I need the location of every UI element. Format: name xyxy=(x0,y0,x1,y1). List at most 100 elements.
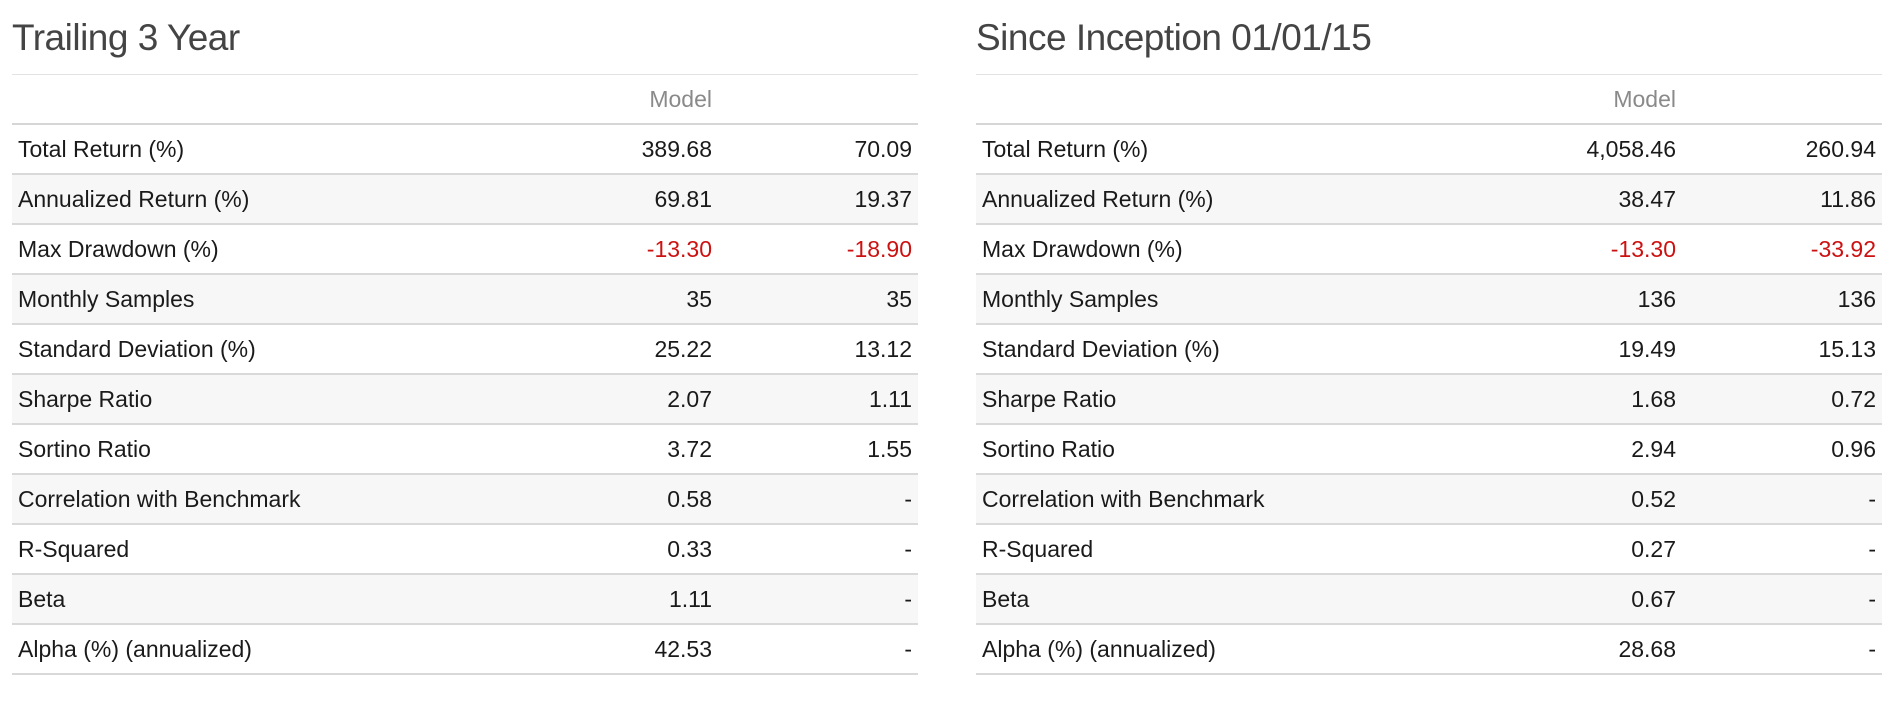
benchmark-value: 260.94 xyxy=(1682,124,1882,175)
panel-title: Trailing 3 Year xyxy=(12,0,918,75)
benchmark-value: - xyxy=(1682,624,1882,675)
table-row: Standard Deviation (%) 25.22 13.12 xyxy=(12,324,918,375)
table-row: Monthly Samples 35 35 xyxy=(12,274,918,325)
benchmark-value: - xyxy=(1682,474,1882,525)
benchmark-value: 136 xyxy=(1682,274,1882,325)
table-row: Sharpe Ratio 1.68 0.72 xyxy=(976,374,1882,425)
model-value: 19.49 xyxy=(1482,324,1682,375)
trailing-3-year-panel: Trailing 3 Year Model Total Return (%) 38… xyxy=(12,0,918,675)
table-row: Annualized Return (%) 38.47 11.86 xyxy=(976,174,1882,225)
benchmark-value: 35 xyxy=(718,274,918,325)
model-value: 2.94 xyxy=(1482,424,1682,475)
model-value: 0.27 xyxy=(1482,524,1682,575)
model-value: -13.30 xyxy=(1482,224,1682,275)
metric-label: Standard Deviation (%) xyxy=(976,324,1482,375)
header-benchmark-column xyxy=(718,75,918,125)
table-row: Max Drawdown (%) -13.30 -33.92 xyxy=(976,224,1882,275)
model-value: 0.67 xyxy=(1482,574,1682,625)
benchmark-value: 13.12 xyxy=(718,324,918,375)
table-row: Beta 0.67- xyxy=(976,574,1882,625)
benchmark-value: - xyxy=(718,624,918,675)
header-model-column: Model xyxy=(1482,75,1682,125)
model-value: 389.68 xyxy=(518,124,718,175)
table-row: Max Drawdown (%) -13.30 -18.90 xyxy=(12,224,918,275)
metric-label: Sortino Ratio xyxy=(976,424,1482,475)
metric-label: Total Return (%) xyxy=(976,124,1482,175)
since-inception-panel: Since Inception 01/01/15 Model Total Ret… xyxy=(976,0,1882,675)
table-row: Annualized Return (%) 69.81 19.37 xyxy=(12,174,918,225)
header-label-column xyxy=(12,75,518,125)
table-row: Standard Deviation (%) 19.49 15.13 xyxy=(976,324,1882,375)
table-row: Total Return (%) 4,058.46 260.94 xyxy=(976,124,1882,175)
metric-label: Alpha (%) (annualized) xyxy=(976,624,1482,675)
header-model-column: Model xyxy=(518,75,718,125)
benchmark-value: - xyxy=(1682,574,1882,625)
metric-label: Alpha (%) (annualized) xyxy=(12,624,518,675)
model-value: 4,058.46 xyxy=(1482,124,1682,175)
metric-label: Annualized Return (%) xyxy=(976,174,1482,225)
model-value: 136 xyxy=(1482,274,1682,325)
benchmark-value: 19.37 xyxy=(718,174,918,225)
panel-title: Since Inception 01/01/15 xyxy=(976,0,1882,75)
metric-label: Beta xyxy=(12,574,518,625)
table-row: Alpha (%) (annualized) 28.68- xyxy=(976,624,1882,675)
model-value: 38.47 xyxy=(1482,174,1682,225)
metric-label: Correlation with Benchmark xyxy=(976,474,1482,525)
model-value: 42.53 xyxy=(518,624,718,675)
model-value: 2.07 xyxy=(518,374,718,425)
stats-table: Model Total Return (%) 389.68 70.09 Annuali… xyxy=(12,75,918,675)
metric-label: R-Squared xyxy=(976,524,1482,575)
model-value: 0.52 xyxy=(1482,474,1682,525)
table-header-row: Model xyxy=(12,75,918,125)
model-value: 0.33 xyxy=(518,524,718,575)
header-label-column xyxy=(976,75,1482,125)
metric-label: Max Drawdown (%) xyxy=(976,224,1482,275)
metric-label: Sharpe Ratio xyxy=(976,374,1482,425)
benchmark-value: - xyxy=(718,474,918,525)
benchmark-value: 11.86 xyxy=(1682,174,1882,225)
model-value: 1.11 xyxy=(518,574,718,625)
benchmark-value: - xyxy=(718,524,918,575)
model-value: -13.30 xyxy=(518,224,718,275)
table-row: Correlation with Benchmark 0.58- xyxy=(12,474,918,525)
table-header-row: Model xyxy=(976,75,1882,125)
model-value: 25.22 xyxy=(518,324,718,375)
model-value: 3.72 xyxy=(518,424,718,475)
table-row: Monthly Samples 136 136 xyxy=(976,274,1882,325)
model-value: 1.68 xyxy=(1482,374,1682,425)
table-row: R-Squared 0.33- xyxy=(12,524,918,575)
metric-label: Sharpe Ratio xyxy=(12,374,518,425)
model-value: 69.81 xyxy=(518,174,718,225)
benchmark-value: -33.92 xyxy=(1682,224,1882,275)
table-row: Beta 1.11- xyxy=(12,574,918,625)
benchmark-value: 70.09 xyxy=(718,124,918,175)
table-row: Sortino Ratio 3.72 1.55 xyxy=(12,424,918,475)
header-benchmark-column xyxy=(1682,75,1882,125)
stats-table: Model Total Return (%) 4,058.46 260.94 Annu… xyxy=(976,75,1882,675)
benchmark-value: 0.96 xyxy=(1682,424,1882,475)
benchmark-value: - xyxy=(1682,524,1882,575)
table-row: Alpha (%) (annualized) 42.53- xyxy=(12,624,918,675)
benchmark-value: - xyxy=(718,574,918,625)
metric-label: Total Return (%) xyxy=(12,124,518,175)
metric-label: Standard Deviation (%) xyxy=(12,324,518,375)
table-row: Total Return (%) 389.68 70.09 xyxy=(12,124,918,175)
metric-label: Correlation with Benchmark xyxy=(12,474,518,525)
benchmark-value: 1.11 xyxy=(718,374,918,425)
metric-label: Max Drawdown (%) xyxy=(12,224,518,275)
stats-table-body: Total Return (%) 389.68 70.09 Annualized Re… xyxy=(12,124,918,675)
benchmark-value: 15.13 xyxy=(1682,324,1882,375)
table-row: Correlation with Benchmark 0.52- xyxy=(976,474,1882,525)
metric-label: Beta xyxy=(976,574,1482,625)
metric-label: R-Squared xyxy=(12,524,518,575)
metric-label: Sortino Ratio xyxy=(12,424,518,475)
metric-label: Monthly Samples xyxy=(12,274,518,325)
benchmark-value: -18.90 xyxy=(718,224,918,275)
table-row: Sortino Ratio 2.94 0.96 xyxy=(976,424,1882,475)
benchmark-value: 1.55 xyxy=(718,424,918,475)
table-row: R-Squared 0.27- xyxy=(976,524,1882,575)
stats-table-body: Total Return (%) 4,058.46 260.94 Annualized… xyxy=(976,124,1882,675)
table-row: Sharpe Ratio 2.07 1.11 xyxy=(12,374,918,425)
model-value: 28.68 xyxy=(1482,624,1682,675)
model-value: 0.58 xyxy=(518,474,718,525)
